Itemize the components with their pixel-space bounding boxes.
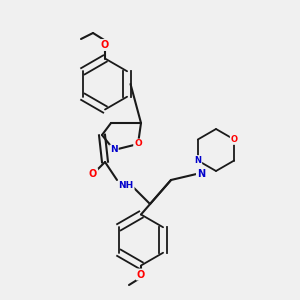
Text: NH: NH [118, 182, 134, 190]
Text: N: N [110, 146, 118, 154]
Text: O: O [134, 140, 142, 148]
Text: N: N [197, 169, 205, 179]
Text: O: O [101, 40, 109, 50]
Text: O: O [89, 169, 97, 179]
Text: O: O [231, 135, 238, 144]
Text: O: O [137, 269, 145, 280]
Text: N: N [194, 156, 201, 165]
